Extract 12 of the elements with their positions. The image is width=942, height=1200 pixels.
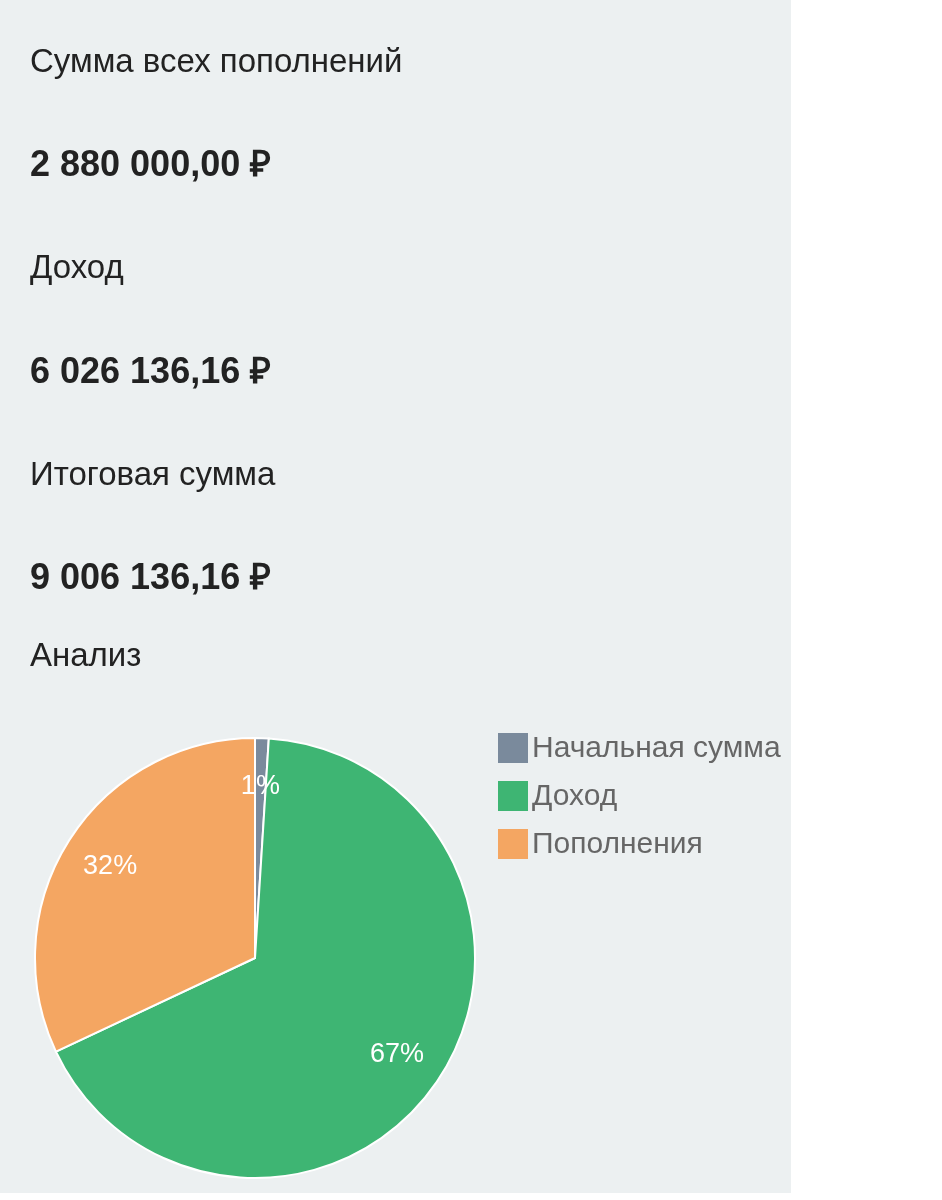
chart-title: Анализ [30, 636, 142, 673]
legend-label: Начальная сумма [532, 730, 781, 763]
data-label: 32% [83, 850, 138, 881]
legend-label: Пополнения [532, 826, 703, 859]
text: 2 880 000,00 ₽ [30, 143, 272, 184]
text: Сумма всех пополнений [30, 41, 403, 79]
text: Доход [30, 248, 124, 286]
legend-label: Доход [532, 778, 618, 811]
data-label: 67% [369, 1038, 424, 1069]
text: 9 006 136,16 ₽ [30, 556, 272, 598]
text: Итоговая сумма [30, 455, 277, 492]
text: 6 026 136,16 ₽ [30, 349, 272, 391]
